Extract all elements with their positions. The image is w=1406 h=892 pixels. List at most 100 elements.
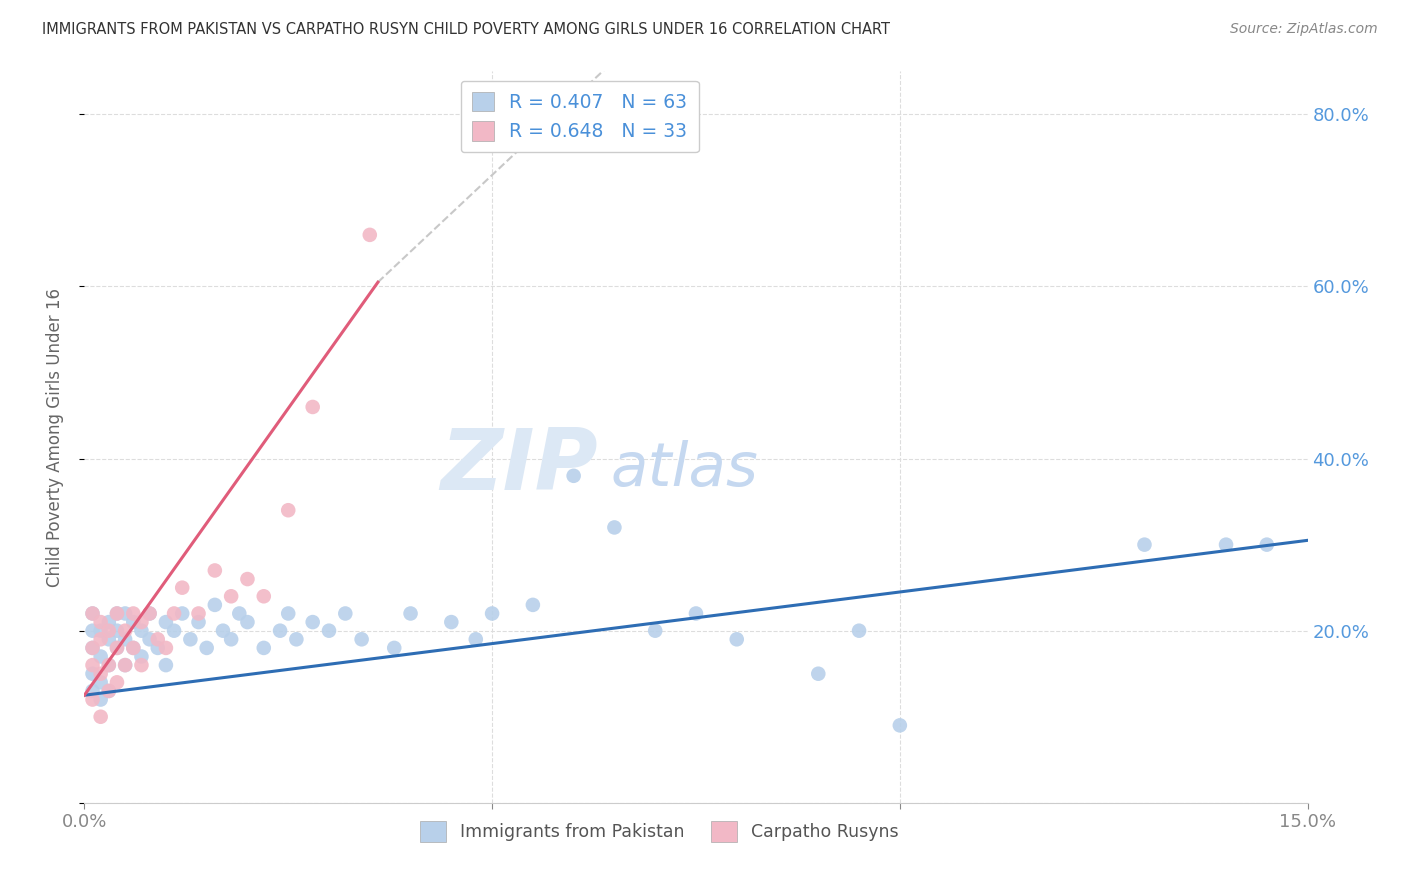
Point	[97, 624, 120, 638]
Text: atlas: atlas	[610, 441, 758, 500]
Point	[131, 658, 153, 673]
Point	[114, 658, 136, 673]
Point	[114, 632, 136, 647]
Point	[644, 624, 666, 638]
Point	[285, 632, 308, 647]
Point	[138, 607, 160, 621]
Point	[97, 658, 120, 673]
Point	[82, 640, 104, 655]
Point	[277, 503, 299, 517]
Point	[212, 624, 235, 638]
Point	[179, 632, 201, 647]
Point	[228, 607, 250, 621]
Point	[114, 624, 136, 638]
Point	[172, 581, 194, 595]
Text: Source: ZipAtlas.com: Source: ZipAtlas.com	[1230, 22, 1378, 37]
Point	[97, 615, 120, 629]
Point	[253, 640, 276, 655]
Point	[318, 624, 340, 638]
Point	[172, 607, 194, 621]
Point	[155, 640, 177, 655]
Point	[301, 615, 323, 629]
Point	[105, 607, 128, 621]
Point	[146, 632, 169, 647]
Point	[155, 658, 177, 673]
Point	[481, 607, 503, 621]
Point	[82, 624, 104, 638]
Point	[122, 640, 145, 655]
Y-axis label: Child Poverty Among Girls Under 16: Child Poverty Among Girls Under 16	[45, 287, 63, 587]
Point	[82, 692, 104, 706]
Point	[301, 400, 323, 414]
Point	[97, 684, 120, 698]
Point	[359, 227, 381, 242]
Point	[187, 615, 209, 629]
Point	[562, 468, 585, 483]
Point	[807, 666, 830, 681]
Point	[82, 684, 104, 698]
Point	[97, 632, 120, 647]
Point	[90, 615, 112, 629]
Point	[114, 607, 136, 621]
Point	[155, 615, 177, 629]
Point	[253, 589, 276, 603]
Point	[122, 607, 145, 621]
Point	[138, 632, 160, 647]
Point	[90, 666, 112, 681]
Point	[335, 607, 357, 621]
Point	[522, 598, 544, 612]
Point	[382, 640, 405, 655]
Point	[138, 607, 160, 621]
Point	[464, 632, 486, 647]
Point	[131, 624, 153, 638]
Point	[236, 615, 259, 629]
Point	[269, 624, 291, 638]
Point	[97, 658, 120, 673]
Text: ZIP: ZIP	[440, 425, 598, 508]
Point	[105, 675, 128, 690]
Point	[399, 607, 422, 621]
Point	[131, 649, 153, 664]
Point	[204, 598, 226, 612]
Point	[219, 632, 242, 647]
Legend: Immigrants from Pakistan, Carpatho Rusyns: Immigrants from Pakistan, Carpatho Rusyn…	[413, 814, 905, 849]
Point	[105, 640, 128, 655]
Point	[163, 624, 186, 638]
Point	[105, 607, 128, 621]
Point	[889, 718, 911, 732]
Point	[440, 615, 463, 629]
Point	[603, 520, 626, 534]
Text: IMMIGRANTS FROM PAKISTAN VS CARPATHO RUSYN CHILD POVERTY AMONG GIRLS UNDER 16 CO: IMMIGRANTS FROM PAKISTAN VS CARPATHO RUS…	[42, 22, 890, 37]
Point	[122, 640, 145, 655]
Point	[685, 607, 707, 621]
Point	[97, 684, 120, 698]
Point	[105, 640, 128, 655]
Point	[82, 658, 104, 673]
Point	[1133, 538, 1156, 552]
Point	[82, 607, 104, 621]
Point	[350, 632, 373, 647]
Point	[219, 589, 242, 603]
Point	[122, 615, 145, 629]
Point	[848, 624, 870, 638]
Point	[131, 615, 153, 629]
Point	[277, 607, 299, 621]
Point	[90, 692, 112, 706]
Point	[90, 675, 112, 690]
Point	[82, 666, 104, 681]
Point	[195, 640, 218, 655]
Point	[105, 624, 128, 638]
Point	[90, 710, 112, 724]
Point	[204, 564, 226, 578]
Point	[114, 658, 136, 673]
Point	[1256, 538, 1278, 552]
Point	[90, 649, 112, 664]
Point	[82, 640, 104, 655]
Point	[82, 607, 104, 621]
Point	[163, 607, 186, 621]
Point	[90, 624, 112, 638]
Point	[90, 632, 112, 647]
Point	[187, 607, 209, 621]
Point	[146, 640, 169, 655]
Point	[1215, 538, 1237, 552]
